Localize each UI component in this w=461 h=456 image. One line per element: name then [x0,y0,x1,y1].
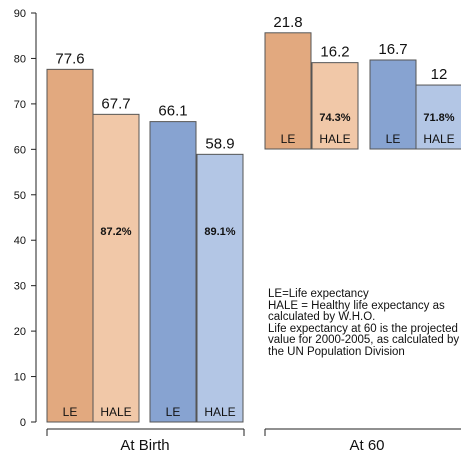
sixty-bar-category-label: LE [386,132,401,146]
y-tick-label: 0 [20,417,26,429]
group-label-at-60: At 60 [349,437,384,454]
sixty-bar-hale [311,62,359,150]
birth-bar-pct-label: 87.2% [100,226,131,238]
sixty-bar-category-label: HALE [319,132,350,146]
chart-notes: LE=Life expectancy HALE = Healthy life e… [268,288,460,359]
sixty-bar-le [264,32,312,150]
note-projection-source: Life expectancy at 60 is the projected v… [268,322,460,358]
birth-bar-value-label: 66.1 [158,103,187,120]
y-tick-label: 70 [14,99,26,111]
y-tick-label: 60 [14,144,26,156]
birth-bar-value-label: 58.9 [205,135,234,152]
birth-bar-le [149,121,197,423]
birth-bar-category-label: HALE [204,405,235,419]
birth-bar-hale [196,153,244,423]
sixty-bar-value-label: 16.2 [320,44,349,61]
y-tick-label: 40 [14,235,26,247]
note-hale-definition: HALE = Healthy life expectancy as calcul… [268,299,445,324]
birth-bar-category-label: LE [166,405,181,419]
sixty-bar-pct-label: 74.3% [319,112,350,124]
sixty-bar-value-label: 12 [431,66,448,83]
birth-bar-value-label: 67.7 [101,95,130,112]
sixty-bar-value-label: 16.7 [378,41,407,58]
y-tick-label: 30 [14,281,26,293]
y-tick-label: 90 [14,8,26,20]
y-tick-label: 80 [14,53,26,65]
birth-bar-pct-label: 89.1% [204,226,235,238]
birth-bar-le [46,68,94,423]
birth-bar-category-label: LE [63,405,78,419]
group-label-at-birth: At Birth [120,437,169,454]
birth-bar-hale [92,113,140,423]
y-tick-label: 20 [14,326,26,338]
birth-bar-value-label: 77.6 [55,50,84,67]
sixty-bar-category-label: HALE [423,132,454,146]
note-le-definition: LE=Life expectancy [268,288,369,300]
sixty-bar-value-label: 21.8 [273,14,302,31]
birth-bar-category-label: HALE [100,405,131,419]
y-tick-label: 10 [14,372,26,384]
y-tick-label: 50 [14,190,26,202]
sixty-bar-hale [415,84,461,150]
sixty-bar-category-label: LE [281,132,296,146]
sixty-bar-pct-label: 71.8% [423,112,454,124]
